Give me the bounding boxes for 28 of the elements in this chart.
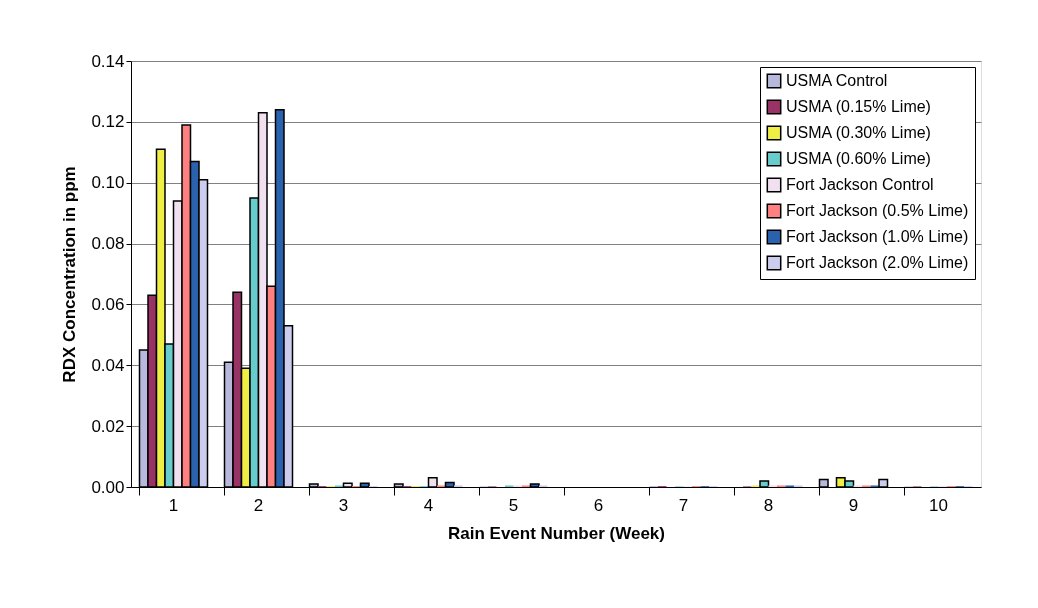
x-tick-label: 2 xyxy=(253,495,264,515)
y-tick-label: 0.06 xyxy=(91,294,125,314)
legend-label: Fort Jackson (0.5% Lime) xyxy=(786,202,969,219)
x-tick-label: 10 xyxy=(929,495,948,515)
legend-label: Fort Jackson Control xyxy=(786,176,934,193)
legend-label: USMA (0.15% Lime) xyxy=(786,98,931,115)
legend-label: Fort Jackson (1.0% Lime) xyxy=(786,228,969,245)
y-tick-label: 0.08 xyxy=(91,234,125,254)
x-tick-label: 1 xyxy=(168,495,179,515)
x-tick-label: 8 xyxy=(763,495,774,515)
y-tick-label: 0.02 xyxy=(91,416,125,436)
x-tick-label: 6 xyxy=(593,495,604,515)
legend-label: USMA Control xyxy=(786,72,888,89)
legend-label: Fort Jackson (2.0% Lime) xyxy=(786,254,969,271)
x-tick-label: 3 xyxy=(338,495,349,515)
y-tick-label: 0.12 xyxy=(91,112,125,132)
x-tick-label: 9 xyxy=(848,495,859,515)
y-tick-label: 0.04 xyxy=(91,355,125,375)
x-tick-label: 5 xyxy=(508,495,519,515)
y-tick-label: 0.14 xyxy=(91,51,125,71)
x-tick-label: 7 xyxy=(678,495,689,515)
y-axis-title: RDX Concentration in ppm xyxy=(60,166,80,383)
x-axis-title: Rain Event Number (Week) xyxy=(448,523,665,543)
legend-label: USMA (0.30% Lime) xyxy=(786,124,931,141)
y-tick-label: 0.00 xyxy=(91,477,125,497)
x-tick-label: 4 xyxy=(423,495,434,515)
y-tick-label: 0.10 xyxy=(91,173,125,193)
legend-label: USMA (0.60% Lime) xyxy=(786,150,931,167)
